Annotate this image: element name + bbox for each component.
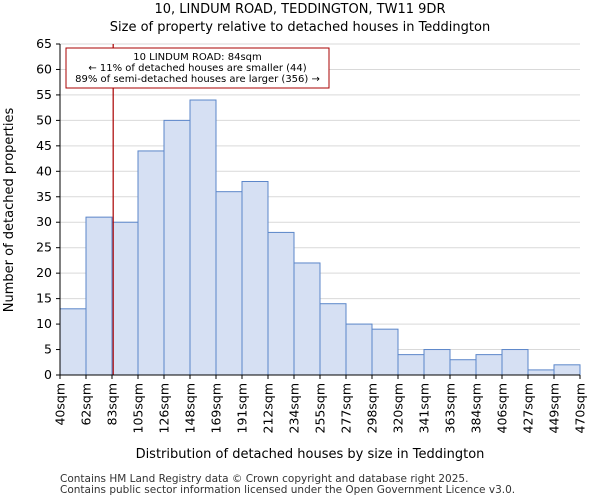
x-tick-label: 105sqm [131,383,146,433]
x-tick-label: 406sqm [495,383,510,433]
annotation-line-3: 89% of semi-detached houses are larger (… [75,74,320,85]
bar [241,180,269,376]
bar [85,216,113,376]
y-tick-label: 5 [44,342,52,357]
bar [371,328,399,376]
bar [397,354,425,376]
x-tick-label: 169sqm [209,383,224,433]
x-tick-label: 191sqm [235,383,250,433]
x-tick-label: 212sqm [261,383,276,433]
y-tick-label: 35 [36,189,52,204]
x-tick-label: 341sqm [417,383,432,433]
y-tick-label: 0 [44,367,52,382]
x-tick-label: 427sqm [521,383,536,433]
footer-line-2: Contains public sector information licen… [60,484,516,496]
annotation-line-2: ← 11% of detached houses are smaller (44… [88,63,306,74]
x-tick-label: 449sqm [547,383,562,433]
y-tick-label: 20 [36,265,52,280]
bar [267,231,295,376]
bar [189,99,217,376]
y-axis-label: Number of detached properties [2,108,17,313]
bar [319,303,347,376]
bar [59,308,87,376]
y-tick-label: 30 [36,214,52,229]
x-tick-label: 298sqm [365,383,380,433]
bar [163,119,191,376]
y-tick-label: 40 [36,163,52,178]
bar [449,359,477,376]
chart-title: 10, LINDUM ROAD, TEDDINGTON, TW11 9DR [155,2,446,17]
bar [475,354,503,376]
x-tick-label: 277sqm [339,383,354,433]
annotation-box [65,47,330,89]
x-tick-label: 255sqm [313,383,328,433]
x-axis-label: Distribution of detached houses by size … [136,447,485,462]
y-tick-label: 65 [36,36,52,51]
x-tick-label: 320sqm [391,383,406,433]
y-tick-label: 55 [36,87,52,102]
bar [111,221,139,376]
bar [215,191,243,376]
y-tick-label: 45 [36,138,52,153]
bar [501,349,529,376]
bar [137,150,165,376]
x-tick-label: 470sqm [573,383,588,433]
x-tick-label: 363sqm [443,383,458,433]
y-tick-label: 50 [36,112,52,127]
bar [527,369,555,376]
y-tick-label: 15 [36,291,52,306]
y-tick-label: 10 [36,316,52,331]
x-tick-label: 234sqm [287,383,302,433]
x-tick-label: 148sqm [183,383,198,433]
y-tick-label: 60 [36,61,52,76]
footer-line-1: Contains HM Land Registry data © Crown c… [60,473,469,485]
x-tick-label: 126sqm [157,383,172,433]
y-tick-label: 25 [36,240,52,255]
x-tick-label: 384sqm [469,383,484,433]
x-tick-label: 40sqm [53,383,68,426]
bar [423,349,451,376]
chart-subtitle: Size of property relative to detached ho… [110,20,490,35]
bar [345,323,373,376]
annotation-line-1: 10 LINDUM ROAD: 84sqm [133,52,262,63]
bar [293,262,321,376]
bar [553,364,581,376]
x-tick-label: 83sqm [105,383,120,426]
x-tick-label: 62sqm [79,383,94,426]
